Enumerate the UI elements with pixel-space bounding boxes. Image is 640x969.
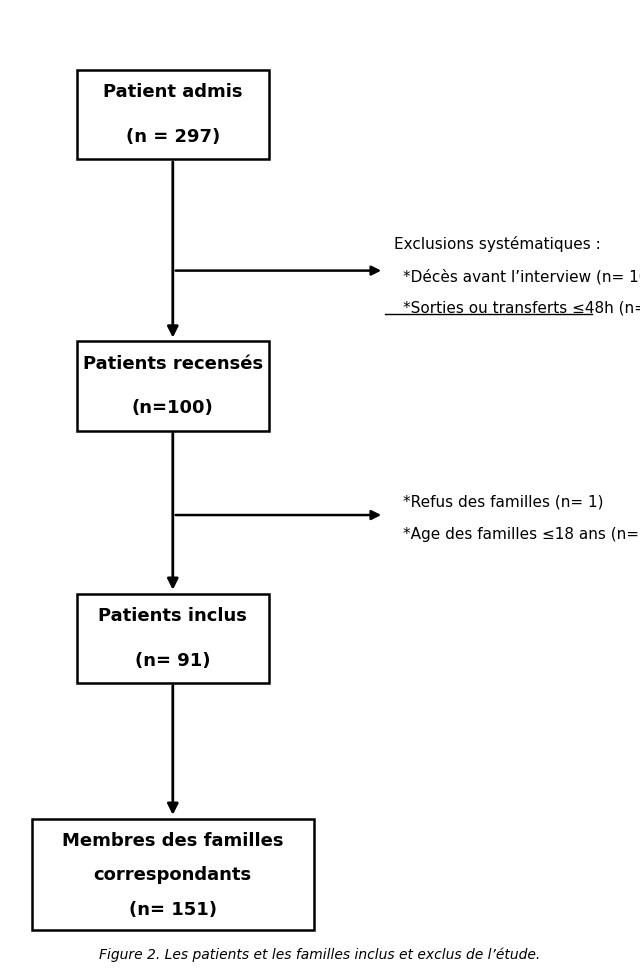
Text: *Sorties ou transferts ≤48h (n= 95): *Sorties ou transferts ≤48h (n= 95) [403, 300, 640, 316]
Text: (n=100): (n=100) [132, 399, 214, 417]
Text: Patient admis: Patient admis [103, 83, 243, 101]
Text: Patients recensés: Patients recensés [83, 355, 263, 372]
Text: *Refus des familles (n= 1): *Refus des familles (n= 1) [403, 494, 604, 510]
FancyBboxPatch shape [32, 819, 314, 930]
Text: Exclusions systématiques :: Exclusions systématiques : [394, 236, 600, 252]
Text: *Décès avant l’interview (n= 102): *Décès avant l’interview (n= 102) [403, 268, 640, 284]
Text: (n= 91): (n= 91) [135, 651, 211, 669]
FancyBboxPatch shape [77, 342, 269, 431]
FancyBboxPatch shape [77, 71, 269, 160]
Text: correspondants: correspondants [93, 865, 252, 884]
Text: Membres des familles: Membres des familles [62, 830, 284, 849]
Text: Figure 2. Les patients et les familles inclus et exclus de l’étude.: Figure 2. Les patients et les familles i… [99, 947, 541, 961]
Text: *Age des familles ≤18 ans (n= 8): *Age des familles ≤18 ans (n= 8) [403, 526, 640, 542]
FancyBboxPatch shape [77, 594, 269, 683]
Text: (n = 297): (n = 297) [125, 128, 220, 145]
Text: (n= 151): (n= 151) [129, 900, 217, 919]
Text: Patients inclus: Patients inclus [99, 607, 247, 624]
